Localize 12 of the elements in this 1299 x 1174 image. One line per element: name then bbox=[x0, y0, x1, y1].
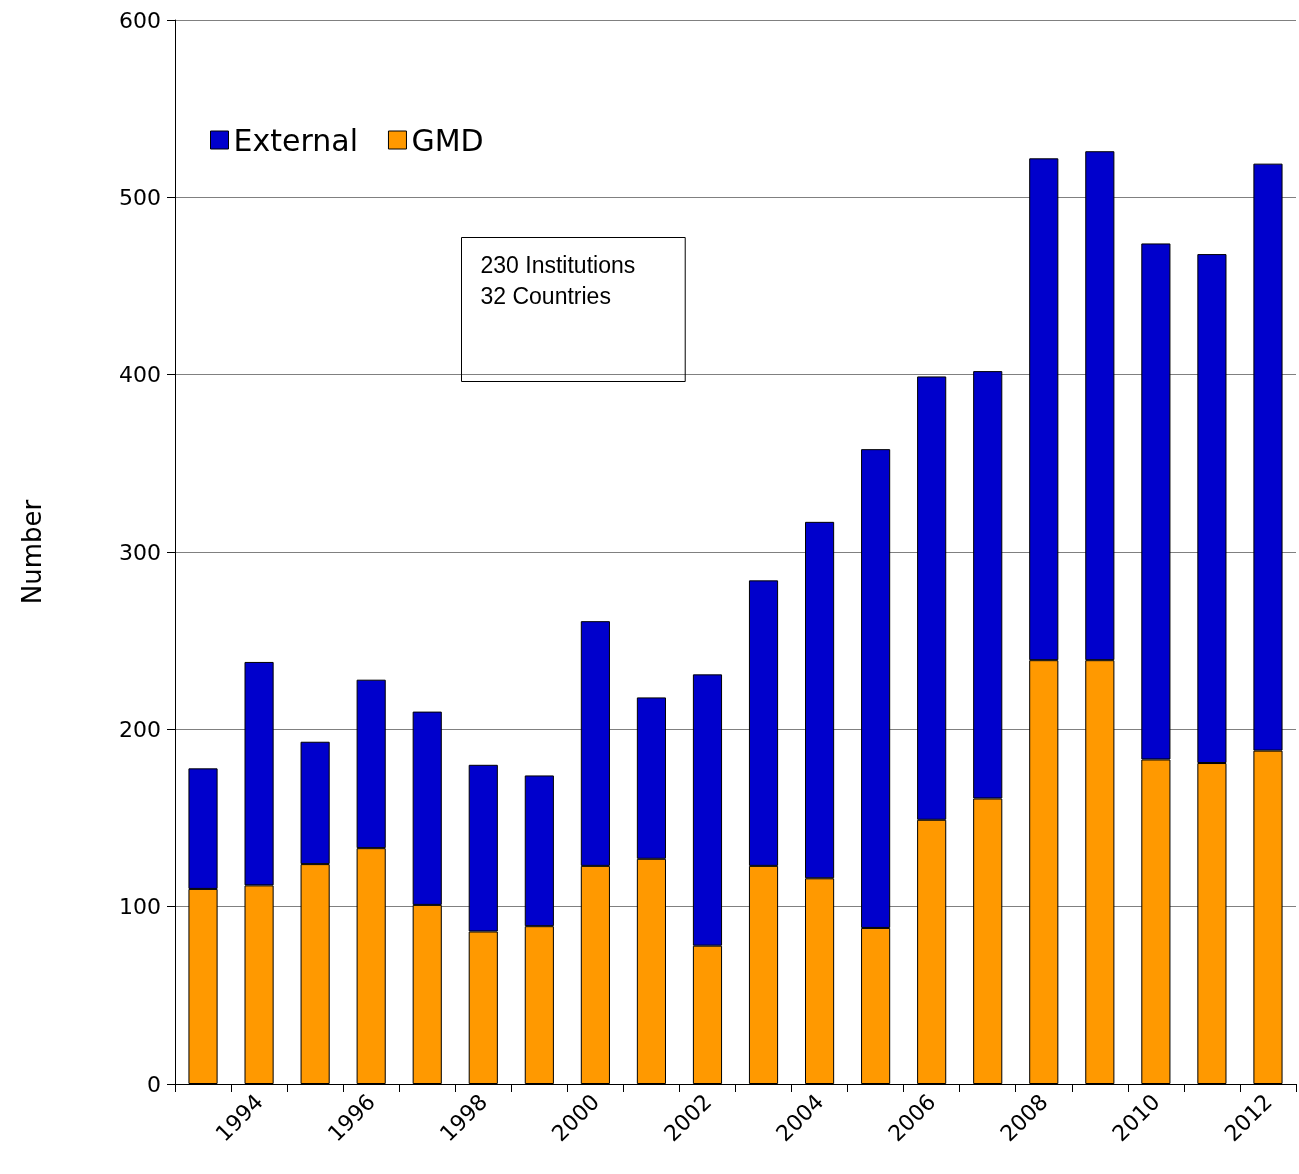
y-tick-label: 500 bbox=[119, 184, 161, 210]
y-tick-label: 200 bbox=[119, 716, 161, 742]
y-tick-label: 300 bbox=[119, 539, 161, 565]
y-tick-label: 100 bbox=[119, 894, 161, 920]
annotation: 32 Countries bbox=[480, 283, 611, 309]
y-tick-label: 600 bbox=[119, 7, 161, 33]
legend-label: External bbox=[233, 122, 358, 158]
y-tick-label: 0 bbox=[147, 1071, 161, 1097]
legend-label: GMD bbox=[411, 122, 484, 158]
y-tick-label: 400 bbox=[119, 362, 161, 388]
annotation: 230 Institutions bbox=[480, 252, 636, 278]
y-axis-title: Number bbox=[17, 499, 47, 605]
